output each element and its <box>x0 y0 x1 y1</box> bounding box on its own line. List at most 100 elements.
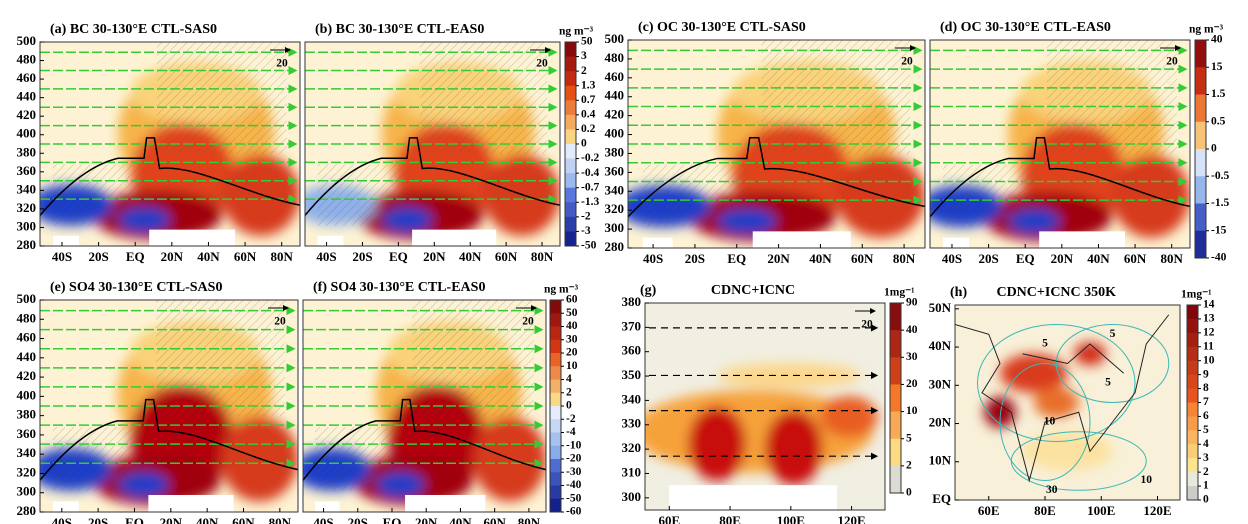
plot-frame <box>39 41 301 247</box>
colorbar-segment <box>1195 67 1206 95</box>
y-tick-label: 370 <box>622 318 642 333</box>
contour-line <box>977 324 1136 442</box>
colorbar-tick-label: -30 <box>566 466 582 478</box>
y-tick-label: 360 <box>622 343 642 358</box>
hatching <box>943 164 1034 228</box>
x-tick-label: 80N <box>269 515 292 524</box>
colorbar-segment <box>1195 149 1206 177</box>
field-blob <box>765 410 823 486</box>
y-tick-label: 380 <box>17 144 37 159</box>
colorbar-segment <box>550 353 561 367</box>
colorbar-segment <box>550 392 561 407</box>
colorbar-segment <box>1195 176 1206 204</box>
x-tick-label: 20N <box>767 251 790 266</box>
colorbar-segment <box>565 56 576 72</box>
x-tick-label: 20S <box>348 515 368 524</box>
plot-area <box>305 42 560 246</box>
hatching <box>157 42 287 155</box>
colorbar-tick-label: 1 <box>1203 480 1209 492</box>
x-tick-label: 80E <box>1034 503 1056 518</box>
y-tick-label: 320 <box>17 464 37 479</box>
panel-label: (h) <box>950 285 967 300</box>
x-tick-label: 80N <box>270 249 293 264</box>
colorbar-tick-label: -60 <box>566 506 582 518</box>
colorbar-segment <box>1187 430 1198 445</box>
colorbar-segment <box>565 144 576 160</box>
x-tick-label: 20N <box>161 249 184 264</box>
colorbar-tick-label: 10 <box>566 360 578 372</box>
colorbar-tick-label: 2 <box>1203 466 1209 478</box>
colorbar-segment <box>550 406 561 420</box>
colorbar-segment <box>550 485 561 500</box>
plot-frame <box>954 304 1181 501</box>
colorbar-segment <box>1187 374 1198 390</box>
colorbar-tick-label: 0 <box>906 487 912 499</box>
colorbar-tick-label: -3 <box>581 225 591 237</box>
contour-label: 5 <box>1105 377 1111 389</box>
colorbar-segment <box>1187 402 1198 417</box>
colorbar-tick-label: -4 <box>566 426 576 438</box>
colorbar-tick-label: -1.3 <box>581 196 599 208</box>
field-blob <box>984 396 1016 428</box>
plot-area <box>645 303 885 510</box>
x-tick-label: 60N <box>495 249 518 264</box>
hatching <box>412 300 534 417</box>
contour-label: 30 <box>1046 484 1058 496</box>
colorbar-segment <box>1187 388 1198 403</box>
colorbar-segment <box>1195 121 1206 150</box>
colorbar-tick-label: 0 <box>566 400 572 412</box>
y-tick-label: 400 <box>17 387 37 402</box>
y-tick-label: 340 <box>17 445 37 460</box>
x-tick-label: 40N <box>1087 251 1110 266</box>
colorbar-segment <box>1187 332 1198 348</box>
y-tick-label: 40N <box>929 338 952 353</box>
y-tick-label: 440 <box>17 89 37 104</box>
x-tick-label: 60N <box>234 249 257 264</box>
colorbar-tick-label: 20 <box>906 378 918 390</box>
colorbar-label: ng m⁻³ <box>1189 24 1224 36</box>
x-tick-label: 80N <box>893 251 916 266</box>
colorbar-label: ng m⁻³ <box>559 26 594 38</box>
x-tick-label: 60E <box>658 513 680 524</box>
hatching <box>315 427 401 491</box>
colorbar-segment <box>565 42 576 58</box>
colorbar-tick-label: 2 <box>581 65 587 77</box>
colorbar-segment <box>565 202 576 218</box>
colorbar-segment <box>550 459 561 473</box>
colorbar-segment <box>565 216 576 232</box>
coastline <box>955 314 1170 483</box>
x-tick-label: 40N <box>197 249 220 264</box>
plot-area <box>628 40 925 248</box>
x-tick-label: 40S <box>316 249 336 264</box>
y-tick-label: 280 <box>17 237 37 252</box>
x-tick-label: EQ <box>125 515 144 524</box>
colorbar-label: ng m⁻³ <box>544 284 579 296</box>
plot-area <box>40 300 298 512</box>
panel-title: CDNC+ICNC <box>711 283 795 298</box>
plot-frame <box>627 39 926 249</box>
contour-line <box>1055 324 1170 403</box>
colorbar-tick-label: -15 <box>1211 224 1227 236</box>
x-tick-label: 40N <box>449 515 472 524</box>
colorbar-segment <box>890 330 901 358</box>
y-tick-label: 460 <box>17 70 37 85</box>
y-tick-label: 30N <box>929 376 952 391</box>
y-tick-label: 440 <box>605 88 625 103</box>
colorbar-tick-label: 1.3 <box>581 79 596 91</box>
colorbar-segment <box>565 173 576 189</box>
colorbar-tick-label: -40 <box>566 479 582 491</box>
panel-title: (b) BC 30-130°E CTL-EAS0 <box>315 22 484 37</box>
y-tick-label: 320 <box>605 201 625 216</box>
y-tick-label: 480 <box>17 310 37 325</box>
y-tick-label: 320 <box>17 200 37 215</box>
colorbar-tick-label: 3 <box>1203 452 1209 464</box>
tropopause <box>303 398 546 481</box>
colorbar-tick-label: 10 <box>906 405 918 417</box>
tropopause <box>40 137 300 216</box>
reference-label: 20 <box>861 319 873 331</box>
reference-label: 20 <box>522 316 534 328</box>
y-tick-label: 50N <box>929 300 952 315</box>
